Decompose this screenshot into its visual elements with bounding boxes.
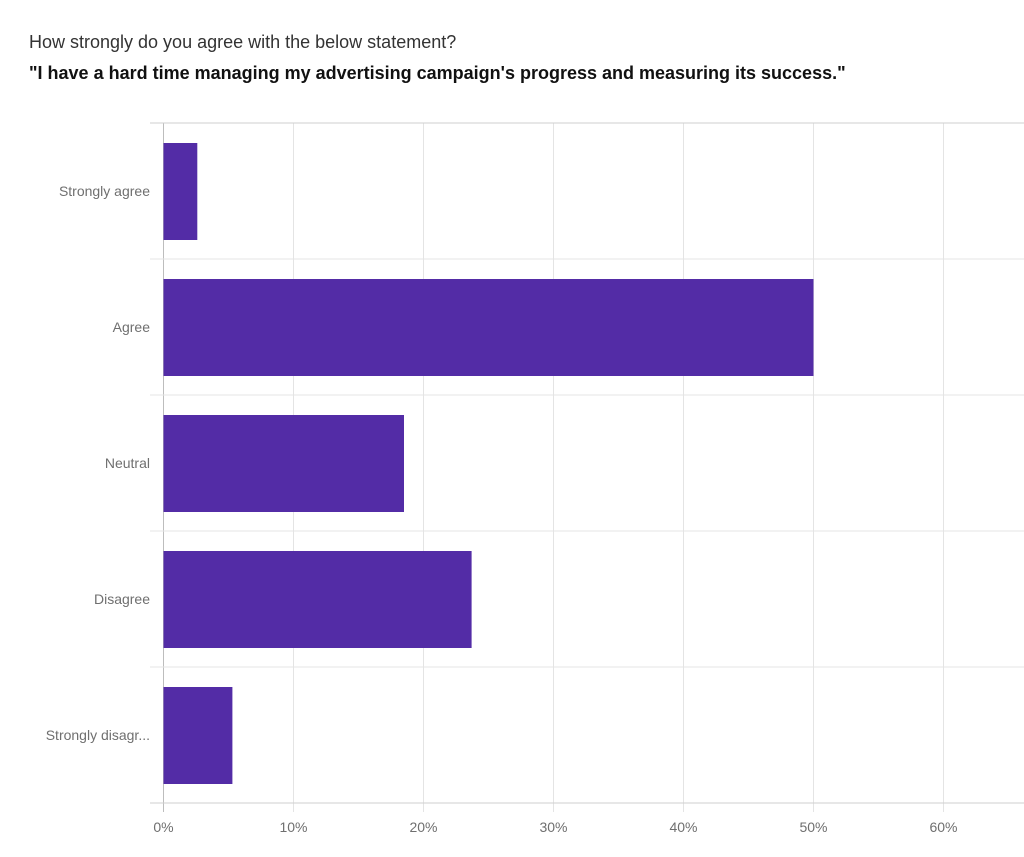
x-tick-label: 30% bbox=[539, 819, 567, 835]
bar bbox=[163, 143, 198, 240]
bar bbox=[163, 415, 404, 512]
bar bbox=[163, 279, 814, 376]
x-tick-label: 20% bbox=[409, 819, 437, 835]
y-category-label: Agree bbox=[113, 319, 151, 335]
y-category-label: Strongly agree bbox=[59, 183, 150, 199]
x-tick-label: 40% bbox=[669, 819, 697, 835]
y-category-label: Disagree bbox=[94, 591, 150, 607]
bar bbox=[163, 551, 472, 648]
survey-statement: "I have a hard time managing my advertis… bbox=[29, 63, 846, 83]
x-tick-label: 10% bbox=[279, 819, 307, 835]
bar bbox=[163, 687, 233, 784]
y-category-label: Neutral bbox=[105, 455, 150, 471]
x-tick-label: 0% bbox=[153, 819, 173, 835]
x-tick-label: 50% bbox=[799, 819, 827, 835]
y-category-label: Strongly disagr... bbox=[46, 727, 150, 743]
survey-question: How strongly do you agree with the below… bbox=[29, 32, 457, 52]
x-tick-label: 60% bbox=[929, 819, 957, 835]
